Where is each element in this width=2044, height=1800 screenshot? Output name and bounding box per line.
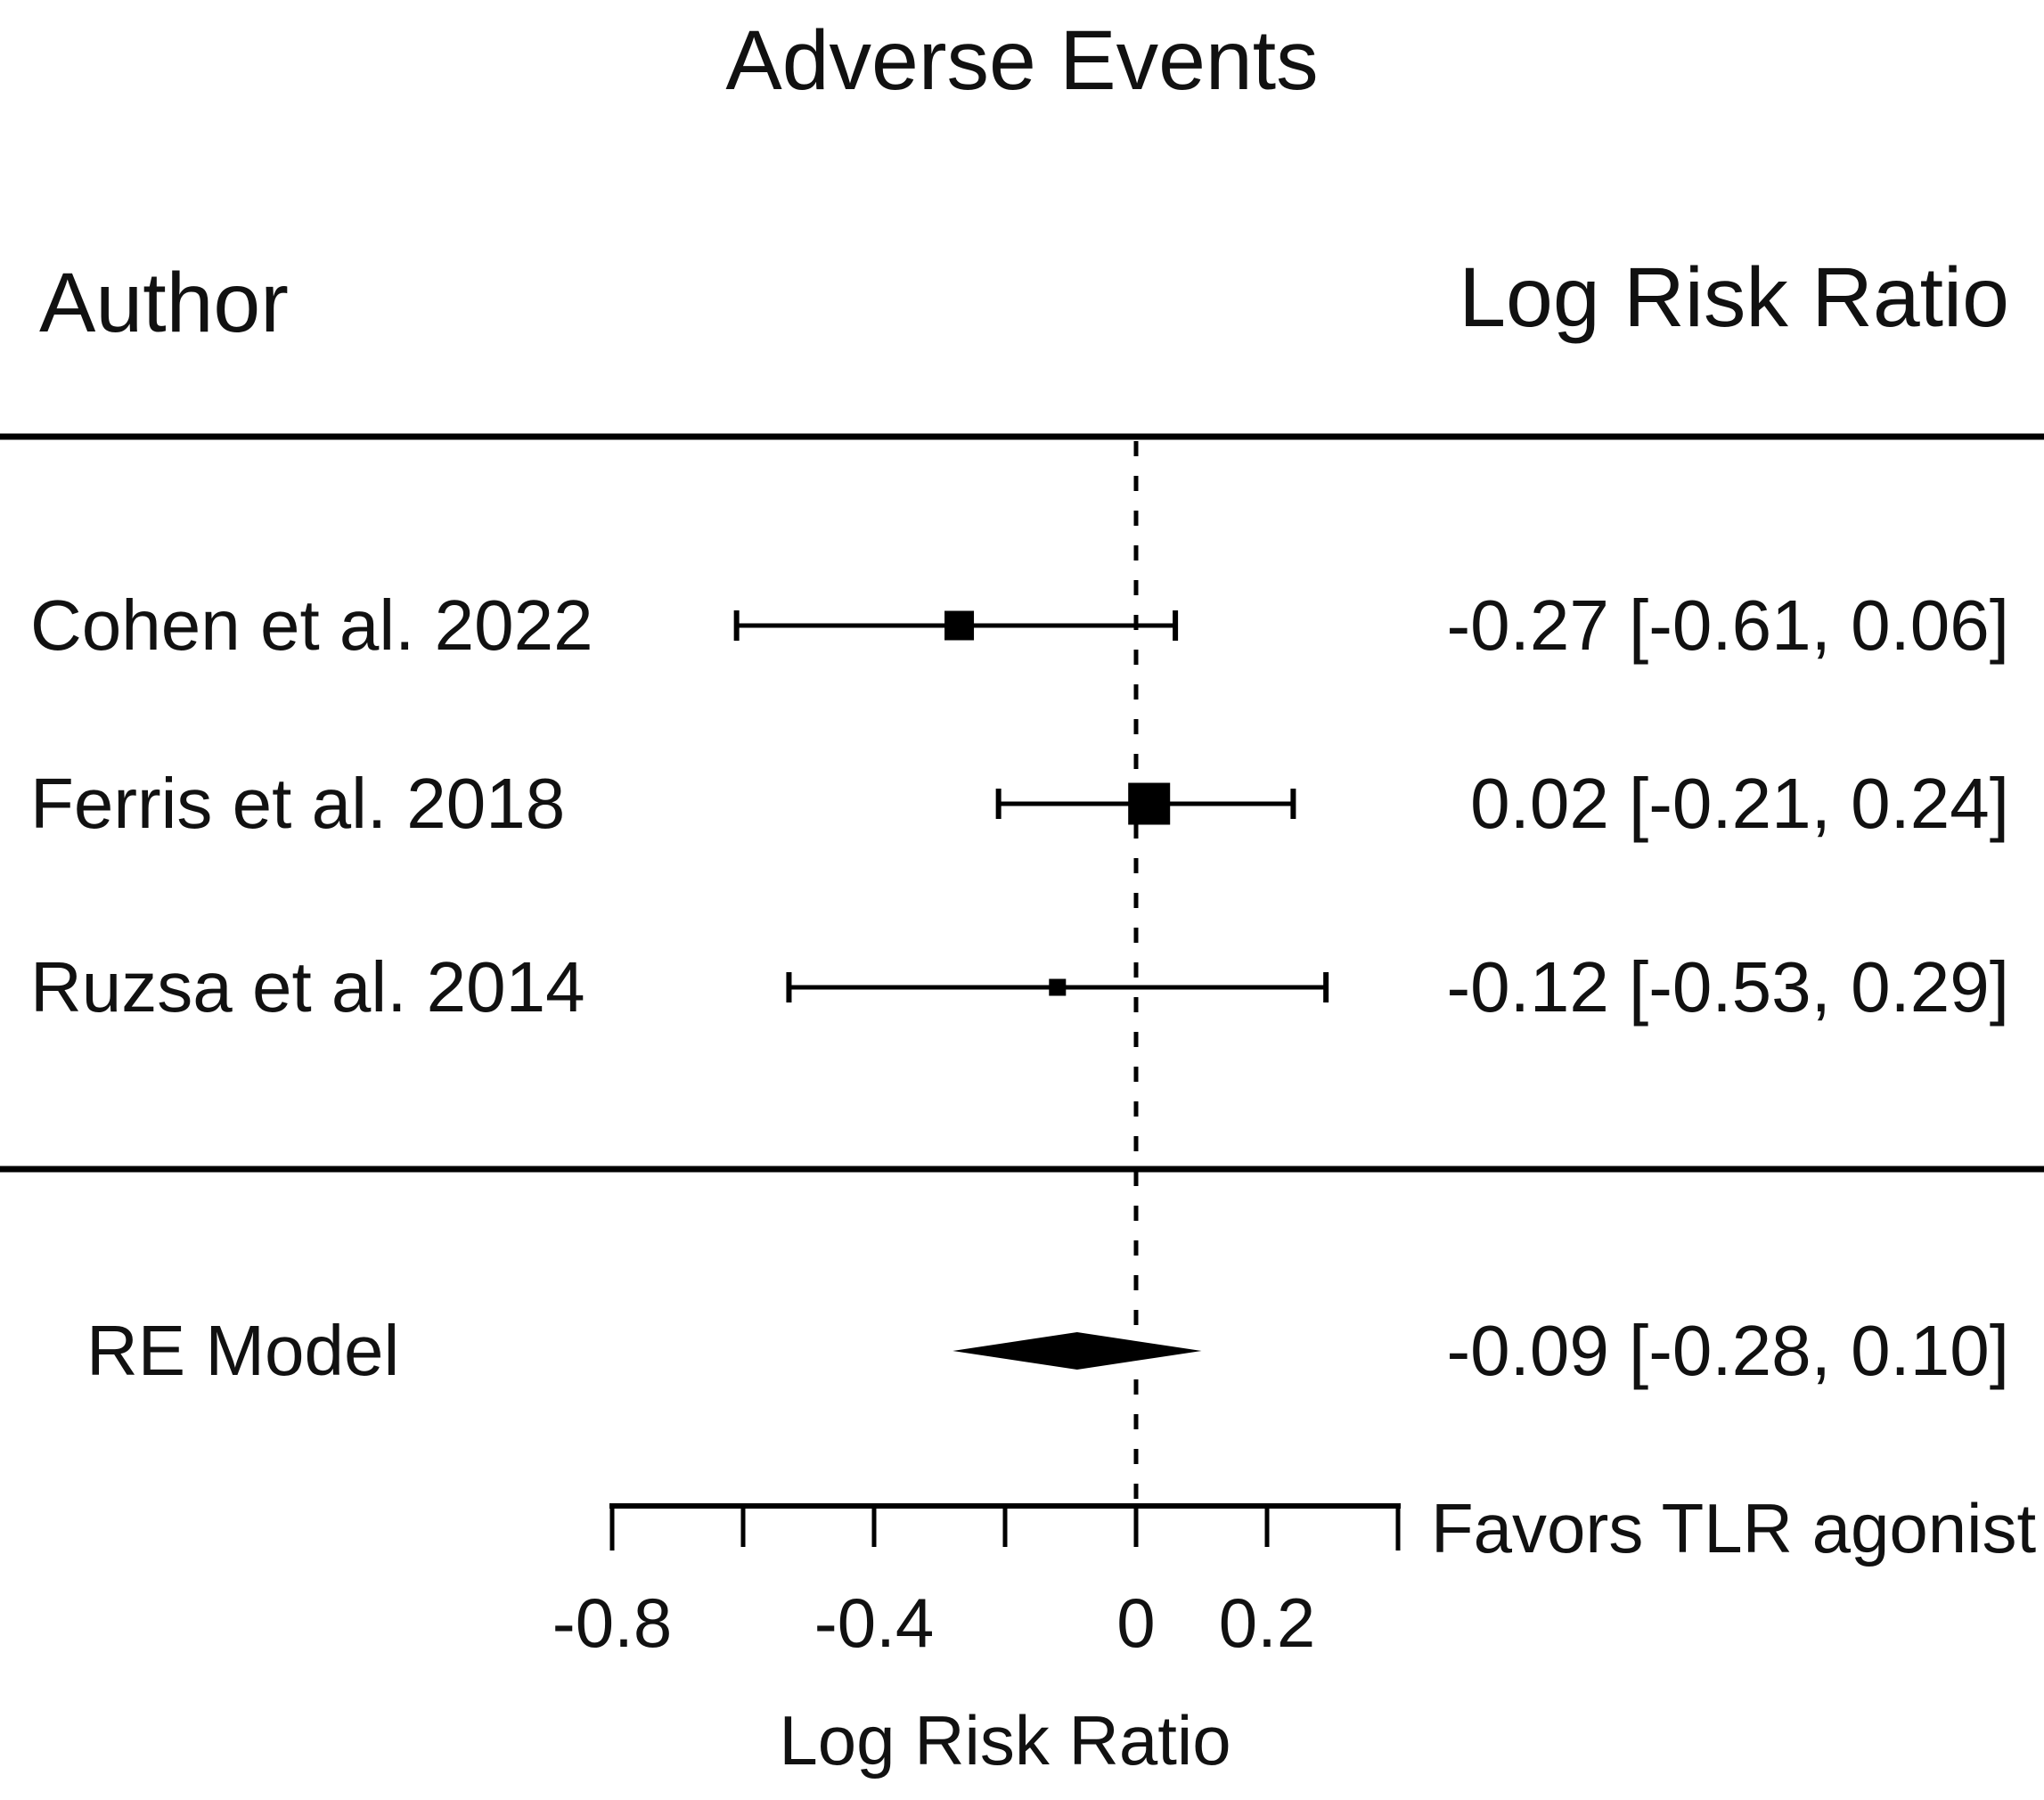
study-label: Ruzsa et al. 2014: [30, 947, 585, 1027]
chart-title: Adverse Events: [725, 13, 1319, 108]
effect-square: [1049, 978, 1067, 996]
x-tick-label: -0.8: [552, 1583, 673, 1662]
study-ci-value: -0.12 [-0.53, 0.29]: [1446, 947, 2009, 1027]
study-ci-value: 0.02 [-0.21, 0.24]: [1470, 764, 2009, 843]
column-header-author: Author: [39, 256, 289, 350]
x-tick-label: -0.4: [814, 1583, 935, 1662]
effect-square: [944, 610, 975, 641]
x-tick-label: 0: [1116, 1583, 1156, 1662]
study-label: Cohen et al. 2022: [30, 585, 593, 665]
study-label: Ferris et al. 2018: [30, 764, 566, 843]
effect-square: [1128, 782, 1171, 825]
summary-model-label: RE Model: [86, 1311, 400, 1390]
summary-ci-value: -0.09 [-0.28, 0.10]: [1446, 1311, 2009, 1390]
x-axis-title: Log Risk Ratio: [779, 1701, 1231, 1780]
column-header-effect: Log Risk Ratio: [1459, 250, 2009, 345]
summary-diamond: [953, 1332, 1202, 1370]
x-tick-label: 0.2: [1218, 1583, 1316, 1662]
study-ci-value: -0.27 [-0.61, 0.06]: [1446, 585, 2009, 665]
favors-direction-label: Favors TLR agonist: [1431, 1488, 2037, 1567]
